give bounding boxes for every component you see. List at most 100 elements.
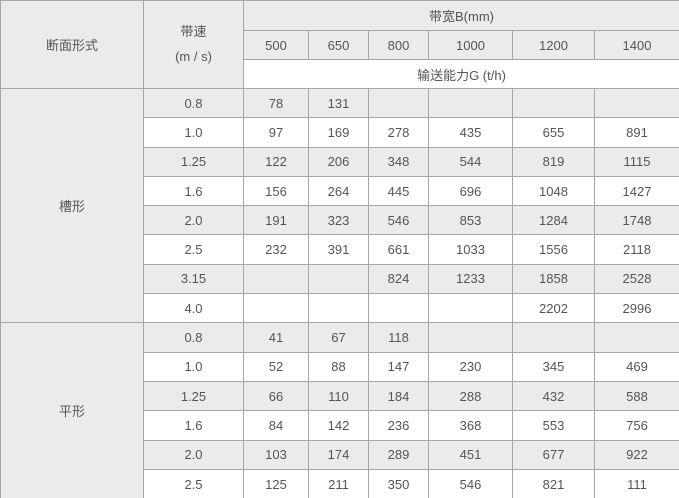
- capacity-cell: 546: [428, 468, 513, 498]
- capacity-cell: 52: [243, 351, 309, 382]
- section-label: 平形: [0, 322, 144, 498]
- speed-cell: 1.6: [143, 410, 244, 441]
- speed-cell: 1.25: [143, 146, 244, 177]
- capacity-cell: 88: [308, 351, 369, 382]
- capacity-cell: 323: [308, 205, 369, 236]
- capacity-cell: 84: [243, 410, 309, 441]
- capacity-cell: 1284: [512, 205, 595, 236]
- capacity-cell: 111: [594, 468, 679, 498]
- capacity-cell: 824: [368, 263, 429, 295]
- belt-speed-unit: (m / s): [175, 48, 212, 64]
- capacity-cell: 2118: [594, 234, 679, 265]
- capacity-cell: [428, 322, 513, 353]
- width-columns-row: 500 650 800 1000 1200 1400: [1, 30, 679, 60]
- width-column-header: 1000: [428, 30, 513, 60]
- table-row: 平形 0.8 41 67 118: [0, 322, 679, 498]
- capacity-cell: 1748: [594, 205, 679, 236]
- capacity-cell: 110: [308, 380, 369, 412]
- capacity-cell: 122: [243, 146, 309, 177]
- table-row: 1.6 84 142 236 368 553 756: [1, 410, 679, 441]
- width-column-header: 1400: [594, 30, 679, 60]
- capacity-cell: 1556: [512, 234, 595, 265]
- belt-speed-label: 带速: [180, 24, 207, 40]
- capacity-cell: 2202: [512, 293, 595, 324]
- table-row: 2.0 191 323 546 853 1284 1748: [1, 205, 679, 236]
- capacity-cell: 1233: [428, 263, 513, 295]
- capacity-cell: 432: [512, 380, 595, 412]
- capacity-cell: 891: [594, 117, 679, 148]
- capacity-cell: 1115: [594, 146, 679, 177]
- capacity-cell: 184: [368, 380, 429, 412]
- table-row: 2.5 125 211 350 546 821 111: [1, 468, 679, 498]
- table-row: 3.15 824 1233 1858 2528: [1, 263, 679, 295]
- capacity-cell: [308, 293, 369, 324]
- capacity-cell: 232: [243, 234, 309, 265]
- capacity-cell: 142: [308, 410, 369, 441]
- capacity-cell: [512, 87, 595, 119]
- capacity-cell: [428, 293, 513, 324]
- table-row: 1.0 52 88 147 230 345 469: [1, 351, 679, 382]
- speed-cell: 3.15: [143, 263, 244, 295]
- capacity-cell: 174: [308, 439, 369, 470]
- capacity-cell: 288: [428, 380, 513, 412]
- speed-cell: 0.8: [143, 322, 244, 353]
- capacity-cell: 2528: [594, 263, 679, 295]
- capacity-cell: [428, 87, 513, 119]
- capacity-cell: 1033: [428, 234, 513, 265]
- table-row: 1.0 97 169 278 435 655 891: [1, 117, 679, 148]
- capacity-cell: 445: [368, 175, 429, 207]
- capacity-cell: 677: [512, 439, 595, 470]
- capacity-cell: [512, 322, 595, 353]
- capacity-cell: 131: [308, 87, 369, 119]
- capacity-cell: 191: [243, 205, 309, 236]
- speed-cell: 1.6: [143, 175, 244, 207]
- table-row: 1.25 122 206 348 544 819 1115: [1, 146, 679, 177]
- header-row-1: 断面形式 带速 (m / s) 带宽B(mm): [0, 0, 679, 89]
- capacity-cell: 211: [308, 468, 369, 498]
- capacity-cell: 821: [512, 468, 595, 498]
- capacity-cell: 368: [428, 410, 513, 441]
- capacity-cell: [243, 263, 309, 295]
- capacity-cell: 169: [308, 117, 369, 148]
- capacity-cell: 125: [243, 468, 309, 498]
- capacity-cell: 103: [243, 439, 309, 470]
- header-row-3: 输送能力G (t/h): [1, 59, 679, 89]
- capacity-cell: 66: [243, 380, 309, 412]
- capacity-cell: 348: [368, 146, 429, 177]
- speed-cell: 1.25: [143, 380, 244, 412]
- capacity-cell: 230: [428, 351, 513, 382]
- capacity-cell: 278: [368, 117, 429, 148]
- capacity-cell: 451: [428, 439, 513, 470]
- speed-cell: 2.5: [143, 468, 244, 498]
- width-column-header: 800: [368, 30, 429, 60]
- table-row: 4.0 2202 2996: [1, 293, 679, 324]
- speed-cell: 1.0: [143, 351, 244, 382]
- header-section-type: 断面形式: [0, 0, 144, 89]
- capacity-cell: [594, 87, 679, 119]
- capacity-cell: 236: [368, 410, 429, 441]
- table-row: 槽形 0.8 78 131: [0, 87, 679, 324]
- capacity-cell: [308, 263, 369, 295]
- speed-cell: 1.0: [143, 117, 244, 148]
- capacity-cell: 435: [428, 117, 513, 148]
- capacity-cell: 661: [368, 234, 429, 265]
- header-capacity: 输送能力G (t/h): [243, 59, 679, 89]
- capacity-cell: 756: [594, 410, 679, 441]
- capacity-cell: 469: [594, 351, 679, 382]
- capacity-cell: 588: [594, 380, 679, 412]
- table-row: 2.0 103 174 289 451 677 922: [1, 439, 679, 470]
- capacity-cell: 696: [428, 175, 513, 207]
- capacity-cell: 922: [594, 439, 679, 470]
- capacity-cell: 264: [308, 175, 369, 207]
- capacity-cell: 147: [368, 351, 429, 382]
- capacity-cell: 289: [368, 439, 429, 470]
- table-row: 2.5 232 391 661 1033 1556 2118: [1, 234, 679, 265]
- speed-cell: 2.0: [143, 439, 244, 470]
- header-belt-width: 带宽B(mm): [243, 0, 679, 31]
- capacity-cell: [368, 87, 429, 119]
- capacity-cell: [243, 293, 309, 324]
- width-column-header: 1200: [512, 30, 595, 60]
- speed-cell: 0.8: [143, 87, 244, 119]
